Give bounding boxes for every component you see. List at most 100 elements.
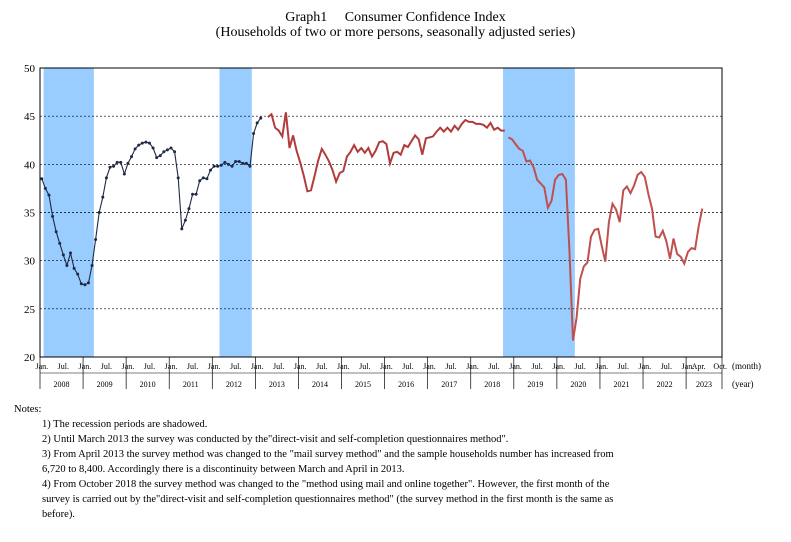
series-1-point-62 <box>259 116 263 120</box>
month-tick-label-5: Jan. <box>122 362 135 371</box>
y-tick-label-30: 30 <box>24 256 36 268</box>
series-1-point-31 <box>147 141 151 145</box>
notes: Notes: 1) The recession periods are shad… <box>14 402 774 522</box>
series-1-point-42 <box>187 207 191 211</box>
series-1-point-19 <box>104 176 108 180</box>
month-tick-label-29: Jan. <box>638 362 651 371</box>
year-label-2018: 2018 <box>484 380 500 389</box>
note-3: 3) From April 2013 the survey method was… <box>42 449 614 460</box>
note-4: 4) From October 2018 the survey method w… <box>42 479 610 490</box>
y-tick-label-40: 40 <box>24 159 36 171</box>
month-tick-label-4: Jul. <box>101 362 112 371</box>
series-1-point-15 <box>90 263 94 267</box>
series-1-point-18 <box>101 195 105 199</box>
month-tick-label-32: Apr. <box>692 362 706 371</box>
series-1-point-45 <box>198 179 202 183</box>
series-1-point-33 <box>155 156 159 160</box>
month-tick-label-21: Jan. <box>466 362 479 371</box>
month-tick-label-22: Jul. <box>488 362 499 371</box>
series-1-point-47 <box>205 177 209 181</box>
note-1: 1) The recession periods are shadowed. <box>42 419 208 430</box>
year-label-2022: 2022 <box>657 380 673 389</box>
series-1-point-20 <box>108 165 112 169</box>
month-tick-label-20: Jul. <box>445 362 456 371</box>
series-1-point-48 <box>209 168 212 172</box>
series-1-point-16 <box>94 237 98 241</box>
month-tick-label-23: Jan. <box>509 362 522 371</box>
month-tick-label-11: Jan. <box>251 362 264 371</box>
series-1-point-17 <box>97 211 101 214</box>
y-tick-label-35: 35 <box>24 208 36 220</box>
year-label-2023: 2023 <box>696 380 712 389</box>
series-1-point-58 <box>244 161 248 165</box>
series-1-point-57 <box>241 161 245 165</box>
series-1-point-43 <box>191 192 195 196</box>
series-1-point-27 <box>133 147 137 151</box>
y-tick-label-50: 50 <box>24 63 36 75</box>
y-tick-label-25: 25 <box>24 304 36 316</box>
recession-band-3 <box>503 68 575 357</box>
y-tick-label-20: 20 <box>24 352 36 364</box>
note-3-cont: 6,720 to 8,400. Accordingly there is a d… <box>42 464 405 475</box>
month-tick-label-1: Jan. <box>35 362 48 371</box>
series-1-point-12 <box>79 282 83 286</box>
series-1-point-60 <box>252 132 256 136</box>
note-4-cont2: before). <box>42 509 75 520</box>
series-1-point-23 <box>119 160 123 164</box>
month-tick-label-26: Jul. <box>575 362 586 371</box>
series-1-point-51 <box>219 163 223 167</box>
month-tick-label-18: Jul. <box>402 362 413 371</box>
month-tick-label-13: Jan. <box>294 362 307 371</box>
series-1-point-52 <box>223 160 227 164</box>
year-label-2021: 2021 <box>613 380 629 389</box>
series-1-point-55 <box>234 159 238 163</box>
month-tick-label-10: Jul. <box>230 362 241 371</box>
year-label-2010: 2010 <box>140 380 156 389</box>
year-label-2013: 2013 <box>269 380 285 389</box>
year-label-2009: 2009 <box>97 380 113 389</box>
series-1-point-46 <box>201 176 205 180</box>
series-1-point-32 <box>151 146 155 150</box>
series-1-point-5 <box>54 230 58 234</box>
series-1-point-4 <box>51 214 55 218</box>
year-label-2011: 2011 <box>183 380 199 389</box>
year-label-2015: 2015 <box>355 380 371 389</box>
month-tick-label-17: Jan. <box>380 362 393 371</box>
year-label-2014: 2014 <box>312 380 328 389</box>
y-tick-label-45: 45 <box>24 111 36 123</box>
series-1-point-53 <box>226 162 230 166</box>
month-tick-label-3: Jan. <box>79 362 92 371</box>
series-1-point-54 <box>230 164 234 168</box>
series-1-point-22 <box>115 160 119 164</box>
series-1-point-28 <box>137 143 141 147</box>
series-1-point-34 <box>158 154 162 158</box>
series-1-point-11 <box>76 272 80 276</box>
month-tick-label-12: Jul. <box>273 362 284 371</box>
month-tick-label-31: Jan. <box>682 362 695 371</box>
plot-frame <box>39 67 723 358</box>
note-4-cont: survey is carried out by the"direct-visi… <box>42 494 614 505</box>
year-label-2016: 2016 <box>398 380 414 389</box>
series-1-point-24 <box>122 172 126 176</box>
month-tick-label-7: Jan. <box>165 362 178 371</box>
month-tick-label-8: Jul. <box>187 362 198 371</box>
month-unit-label: (month) <box>732 361 761 371</box>
month-tick-label-33: Oct. <box>713 362 727 371</box>
series-1-point-36 <box>165 148 169 152</box>
month-tick-label-25: Jan. <box>552 362 565 371</box>
series-1-point-21 <box>112 164 116 168</box>
month-tick-label-27: Jan. <box>595 362 608 371</box>
series-1-point-10 <box>72 266 76 270</box>
series-1-point-29 <box>140 141 144 145</box>
month-tick-label-15: Jan. <box>337 362 350 371</box>
month-tick-label-14: Jul. <box>316 362 327 371</box>
series-1-point-26 <box>130 155 134 159</box>
series-1-point-14 <box>86 281 90 285</box>
month-tick-label-9: Jan. <box>208 362 221 371</box>
series-1-point-35 <box>162 150 166 154</box>
series-1-point-38 <box>173 150 177 154</box>
series-line-2 <box>267 112 505 193</box>
series-1-point-40 <box>180 227 184 231</box>
month-tick-label-24: Jul. <box>531 362 542 371</box>
year-label-2020: 2020 <box>570 380 586 389</box>
